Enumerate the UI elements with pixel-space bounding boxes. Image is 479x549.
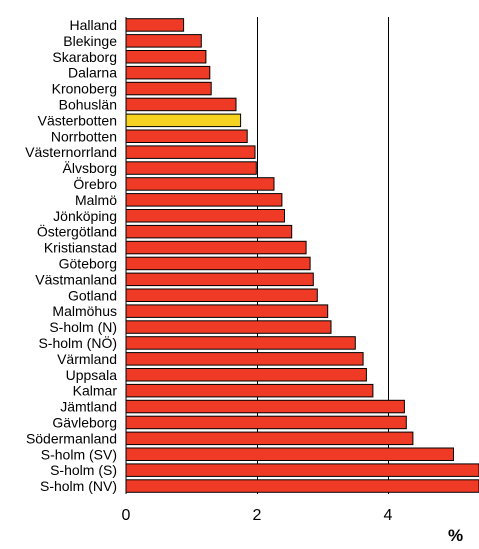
category-label-13: Östergötland	[37, 223, 117, 240]
bar-27	[125, 447, 454, 461]
bar-15	[125, 256, 311, 271]
x-axis-unit-label: %	[448, 526, 463, 545]
category-label-26: Södermanland	[26, 430, 117, 446]
bar-24	[125, 399, 405, 414]
bar-17	[125, 288, 318, 302]
category-label-12: Jönköping	[53, 208, 117, 224]
category-labels-group: HallandBlekingeSkaraborgDalarnaKronoberg…	[25, 17, 117, 494]
category-label-28: S-holm (S)	[50, 462, 117, 478]
bars-group	[125, 17, 479, 494]
category-label-18: Malmöhus	[52, 303, 117, 319]
bar-22	[125, 368, 367, 382]
category-label-14: Kristianstad	[44, 240, 117, 256]
category-label-0: Halland	[70, 17, 117, 33]
bar-13	[125, 224, 293, 239]
category-label-21: Värmland	[57, 351, 117, 367]
bar-4	[125, 81, 212, 96]
category-label-16: Västmanland	[35, 271, 117, 287]
category-label-19: S-holm (N)	[49, 319, 117, 335]
bar-14	[125, 240, 307, 255]
category-label-2: Skaraborg	[52, 49, 117, 65]
bar-6	[125, 113, 242, 128]
category-label-11: Malmö	[75, 192, 117, 208]
bar-7	[125, 129, 248, 143]
bar-21	[125, 352, 364, 366]
category-label-22: Uppsala	[66, 367, 118, 383]
category-label-3: Dalarna	[68, 65, 117, 81]
bar-11	[125, 193, 283, 207]
x-tick-label-1: 2	[253, 507, 262, 524]
bar-0	[125, 18, 185, 32]
bar-19	[125, 320, 332, 334]
x-tick-label-2: 4	[384, 507, 393, 524]
bar-16	[125, 272, 314, 287]
category-label-1: Blekinge	[63, 33, 117, 49]
bar-12	[125, 209, 285, 223]
category-label-20: S-holm (NÖ)	[38, 334, 117, 351]
bar-5	[125, 97, 237, 112]
category-label-15: Göteborg	[59, 255, 117, 271]
category-label-4: Kronoberg	[52, 81, 117, 97]
category-label-29: S-holm (NV)	[40, 478, 117, 494]
bar-3	[125, 65, 211, 80]
bar-2	[125, 50, 207, 64]
category-label-25: Gävleborg	[52, 414, 117, 430]
bar-18	[125, 304, 329, 318]
bar-10	[125, 177, 275, 191]
bar-23	[125, 383, 374, 398]
bar-29	[125, 479, 479, 493]
category-label-8: Västernorrland	[25, 144, 117, 160]
category-label-23: Kalmar	[73, 383, 118, 399]
bar-25	[125, 415, 407, 430]
bar-28	[125, 463, 479, 477]
bar-20	[125, 336, 356, 350]
bar-26	[125, 431, 414, 446]
x-axis: 0 2 4	[122, 17, 393, 524]
bar-1	[125, 34, 202, 48]
category-label-9: Älvsborg	[63, 160, 117, 176]
category-label-6: Västerbotten	[38, 112, 117, 128]
bar-8	[125, 145, 256, 159]
category-label-24: Jämtland	[60, 399, 117, 415]
category-label-27: S-holm (SV)	[41, 446, 117, 462]
category-label-10: Örebro	[73, 175, 117, 192]
category-label-7: Norrbotten	[51, 128, 117, 144]
x-tick-label-0: 0	[122, 507, 131, 524]
category-label-17: Gotland	[68, 287, 117, 303]
bar-9	[125, 161, 257, 175]
category-label-5: Bohuslän	[59, 97, 117, 113]
